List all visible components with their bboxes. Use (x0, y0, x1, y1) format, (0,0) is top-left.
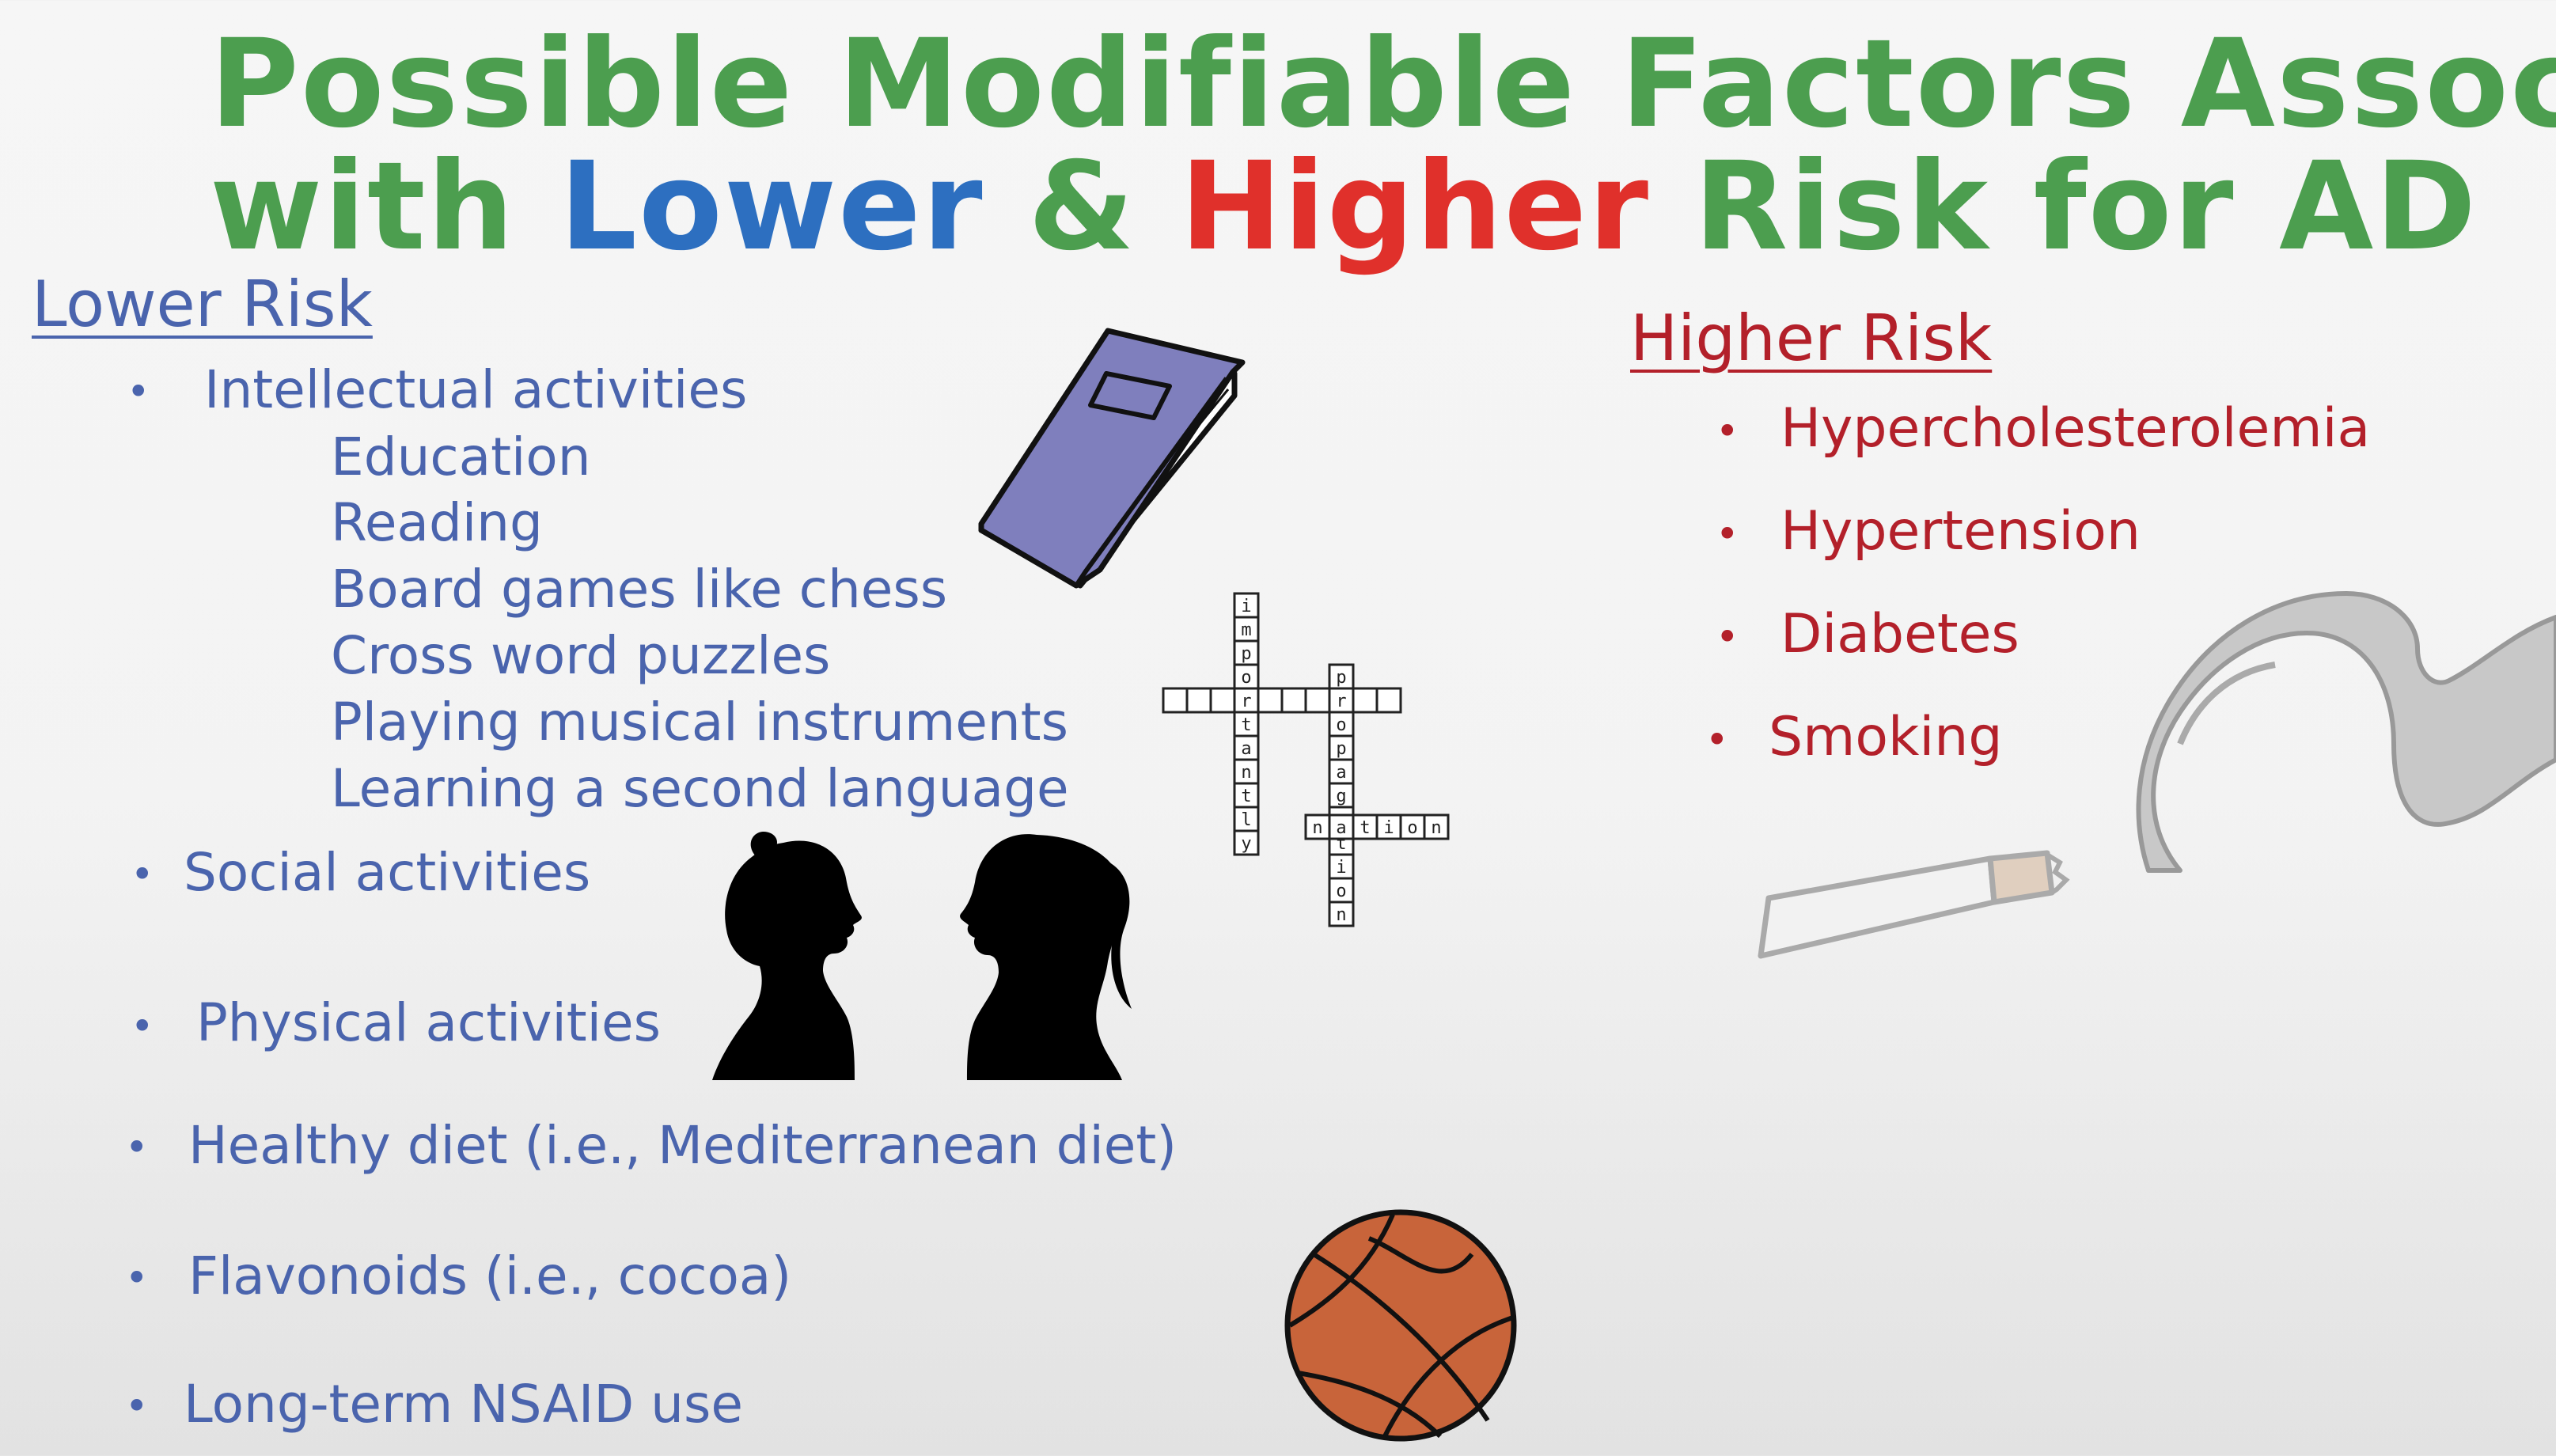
lower-subitem: Cross word puzzles (331, 625, 831, 686)
crossword-cell (1233, 687, 1260, 714)
crossword-letter: o (1407, 818, 1417, 838)
crossword-cell (1304, 687, 1331, 714)
lower-subitem: Education (331, 427, 591, 487)
lower-item-nsaid: Long-term NSAID use (184, 1374, 743, 1435)
lower-subitem: Board games like chess (331, 559, 948, 620)
crossword-letter: y (1241, 834, 1251, 854)
crossword-letter: t (1241, 715, 1251, 735)
crossword-letter: r (1336, 692, 1346, 711)
lower-item-physical: Physical activities (196, 992, 662, 1053)
lower-subitem: Reading (331, 492, 543, 553)
crossword-letter: i (1241, 597, 1251, 616)
crossword-cell (1304, 813, 1331, 840)
crossword-cell (1328, 734, 1355, 761)
crossword-cell (1280, 687, 1307, 714)
title-with: with (210, 136, 516, 278)
cigarette-icon (1758, 591, 2556, 959)
crossword-cell (1233, 758, 1260, 785)
bullet: • (131, 851, 154, 897)
title-lower: Lower (559, 136, 984, 278)
crossword-cell (1209, 687, 1236, 714)
lower-risk-heading: Lower Risk (32, 267, 373, 341)
crossword-cell (1328, 901, 1355, 927)
crossword-letter: r (1241, 692, 1251, 711)
crossword-cell (1328, 687, 1355, 714)
crossword-letter: n (1241, 763, 1251, 783)
crossword-cell (1257, 687, 1284, 714)
basketball-icon (1284, 1209, 1517, 1442)
higher-item: Diabetes (1780, 603, 2019, 665)
crossword-cell (1233, 806, 1260, 832)
crossword-letter: t (1241, 787, 1251, 806)
crossword-letter: a (1336, 818, 1346, 838)
lower-item-diet: Healthy diet (i.e., Mediterranean diet) (188, 1115, 1178, 1176)
lower-item-flavonoids: Flavonoids (i.e., cocoa) (188, 1246, 792, 1306)
crossword-cell (1328, 663, 1355, 690)
bullet: • (1705, 717, 1729, 763)
crossword-letter: l (1241, 810, 1251, 830)
bullet: • (1716, 614, 1739, 660)
crossword-letter: o (1241, 668, 1251, 688)
crossword-cell (1233, 639, 1260, 666)
crossword-letter: g (1336, 787, 1346, 806)
higher-item: Smoking (1769, 706, 2003, 768)
bullet: • (125, 1383, 149, 1429)
crossword-letter: o (1336, 882, 1346, 901)
crossword-letter: p (1241, 644, 1251, 664)
bullet: • (1716, 408, 1739, 454)
crossword-letter: p (1336, 668, 1346, 688)
higher-item: Hypercholesterolemia (1780, 397, 2371, 460)
title-line-1: Possible Modifiable Factors Associated (210, 13, 2556, 155)
title-ampersand: & (1028, 136, 1136, 278)
crossword-cell (1399, 813, 1426, 840)
crossword-cell (1233, 592, 1260, 619)
lower-item-intellectual: Intellectual activities (204, 359, 748, 420)
bullet: • (1716, 511, 1739, 557)
bullet: • (125, 1124, 149, 1170)
crossword-letter: p (1336, 739, 1346, 759)
lower-subitem: Playing musical instruments (331, 692, 1068, 753)
crossword-cell (1352, 813, 1378, 840)
crossword-letter: t (1360, 818, 1370, 838)
crossword-cell (1233, 829, 1260, 856)
lower-subitem: Learning a second language (331, 758, 1069, 819)
crossword-letter: a (1336, 763, 1346, 783)
crossword-letter: i (1336, 858, 1346, 878)
crossword-cell (1352, 687, 1378, 714)
bullet: • (131, 1003, 154, 1049)
book-icon (978, 328, 1246, 589)
crossword-cell (1185, 687, 1212, 714)
crossword-letter: o (1336, 715, 1346, 735)
crossword-cell (1162, 687, 1189, 714)
title-line-2: with Lower & Higher Risk for AD (210, 146, 2478, 268)
crossword-icon: importantlypropagationnation (1162, 592, 1450, 927)
crossword-cell (1233, 711, 1260, 737)
crossword-letter: i (1383, 818, 1394, 838)
crossword-cell (1375, 687, 1402, 714)
title-higher: Higher (1180, 136, 1651, 278)
title-risk-for-ad: Risk for AD (1693, 136, 2478, 278)
crossword-cell (1423, 813, 1450, 840)
crossword-letter: a (1241, 739, 1251, 759)
higher-item: Hypertension (1780, 500, 2141, 563)
crossword-letter: n (1431, 818, 1441, 838)
crossword-letter: n (1312, 818, 1322, 838)
lower-item-social: Social activities (184, 842, 591, 903)
bullet: • (127, 369, 150, 415)
crossword-cell (1233, 663, 1260, 690)
crossword-letter: m (1241, 620, 1251, 640)
higher-risk-heading: Higher Risk (1630, 301, 1993, 375)
bullet: • (125, 1255, 149, 1301)
crossword-cell (1328, 711, 1355, 737)
women-silhouettes-icon (712, 832, 1132, 1080)
crossword-letter: n (1336, 905, 1346, 925)
